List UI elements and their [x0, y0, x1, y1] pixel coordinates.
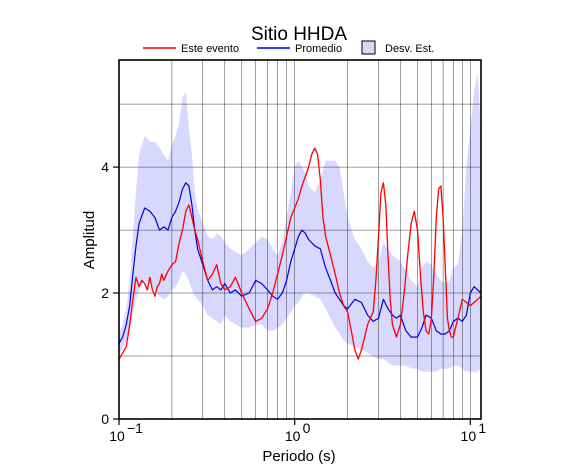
x-tick-label-exponent: −1	[127, 420, 143, 436]
x-tick-label: 10	[461, 428, 477, 444]
x-tick-label-exponent: 0	[303, 420, 311, 436]
x-tick-label-exponent: 1	[478, 420, 486, 436]
legend-label-este-evento: Este evento	[181, 43, 239, 55]
x-tick-label: 10	[109, 428, 125, 444]
chart-title: Sitio HHDA	[251, 24, 347, 45]
y-axis-label: Amplitud	[81, 211, 98, 269]
legend-label-desv-est: Desv. Est.	[385, 43, 434, 55]
x-tick-label: 10	[285, 428, 301, 444]
legend: Este evento Promedio Desv. Est.	[143, 40, 434, 55]
x-axis-label: Periodo (s)	[262, 448, 335, 465]
plot-band	[119, 72, 481, 372]
legend-swatch-desv-est	[361, 40, 376, 55]
plot-frame	[118, 59, 482, 420]
series-lines	[118, 147, 482, 360]
y-tick-label: 4	[101, 159, 109, 175]
ticks	[113, 166, 471, 425]
legend-label-promedio: Promedio	[295, 43, 342, 55]
y-tick-label: 0	[101, 411, 109, 427]
series-line-este-evento	[118, 147, 482, 360]
std-dev-band	[119, 72, 481, 372]
y-tick-label: 2	[101, 285, 109, 301]
